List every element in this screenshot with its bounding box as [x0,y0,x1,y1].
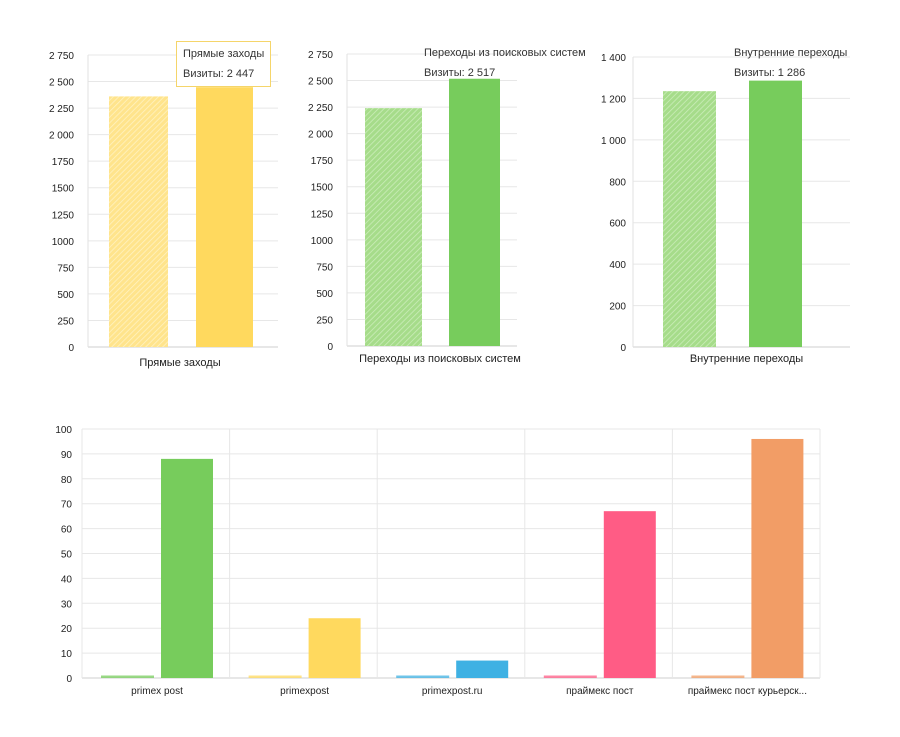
chart-4: 0 10 20 30 40 50 60 70 80 90 100 primex post primexp… [55,425,821,697]
y-tick-label: 750 [57,263,74,274]
tooltip-internal: Внутренние переходы Визиты: 1 286 [728,41,853,85]
bar-previous [543,675,597,678]
y-tick-label: 30 [61,599,73,610]
y-tick-label: 2 250 [49,104,74,115]
bar [751,438,804,678]
tooltip-internal-text: Визиты: 1 286 [734,67,806,79]
y-tick-label: 500 [57,290,74,301]
bar [449,78,500,347]
tooltip-direct-text: Визиты: 2 447 [183,68,255,80]
y-tick-label: 2 250 [308,103,333,114]
x-tick-label: праймекс пост курьерск... [688,686,807,697]
bar-previous [248,675,302,678]
tooltip-search: Переходы из поисковых систем Визиты: 2 5… [418,41,592,85]
chart-1: 0 250 500 750 1000 1250 1500 1750 2 000 2 250 2 50… [49,51,278,369]
x-axis-label: Внутренние переходы [690,353,803,365]
bar-previous [101,675,154,678]
bar [749,80,802,347]
x-axis-label: Переходы из поисковых систем [359,353,521,365]
x-tick-label: primexpost [280,686,329,697]
bar [196,87,253,347]
y-tick-label: 800 [609,177,626,188]
y-tick-label: 1750 [52,157,75,168]
y-tick-label: 0 [620,343,626,354]
y-tick-label: 70 [61,500,73,511]
chart-3: 0 200 400 600 800 1 000 1 200 1 400 Внутренние п… [601,53,850,365]
y-tick-label: 0 [68,343,74,354]
y-tick-label: 400 [609,260,626,271]
y-tick-label: 2 750 [49,51,74,62]
y-tick-label: 40 [61,574,73,585]
tooltip-direct-title: Прямые заходы [183,48,265,60]
y-tick-label: 80 [61,475,73,486]
y-tick-label: 2 500 [308,77,333,88]
x-tick-label: праймекс пост [566,686,634,697]
bar [308,618,361,678]
bar [603,511,656,678]
y-tick-label: 2 500 [49,78,74,89]
y-tick-label: 250 [316,315,333,326]
y-tick-label: 2 000 [49,131,74,142]
y-tick-label: 500 [316,289,333,300]
bar [161,458,213,678]
x-tick-label: primexpost.ru [422,686,483,697]
y-tick-label: 60 [61,525,73,536]
y-tick-label: 50 [61,550,73,561]
tooltip-search-text: Визиты: 2 517 [424,67,496,79]
y-tick-label: 2 750 [308,50,333,61]
y-tick-label: 0 [327,342,333,353]
bar-previous [396,675,450,678]
y-tick-label: 1000 [52,237,75,248]
y-tick-label: 750 [316,262,333,273]
y-tick-label: 200 [609,302,626,313]
x-axis-label: Прямые заходы [139,357,220,369]
bar [663,91,716,347]
tooltip-internal-title: Внутренние переходы [734,47,848,59]
y-tick-label: 20 [61,624,73,635]
tooltip-direct: Прямые заходы Визиты: 2 447 [176,41,272,87]
y-tick-label: 1250 [311,209,334,220]
x-tick-label: primex post [131,686,183,697]
y-tick-label: 100 [55,425,72,436]
bar [365,108,422,346]
bar-previous [691,675,745,678]
y-tick-label: 1 000 [601,136,626,147]
y-tick-label: 1000 [311,236,334,247]
y-tick-label: 1 200 [601,94,626,105]
y-tick-label: 600 [609,219,626,230]
chart-2: 0 250 500 750 1000 1250 1500 1750 2 000 2 250 2 50… [308,50,521,365]
bar [109,96,168,347]
y-tick-label: 0 [66,674,72,685]
y-tick-label: 1500 [311,183,334,194]
y-tick-label: 1250 [52,210,75,221]
y-tick-label: 1750 [311,156,334,167]
tooltip-search-title: Переходы из поисковых систем [424,47,586,59]
bar [456,660,509,678]
y-tick-label: 90 [61,450,73,461]
y-tick-label: 10 [61,649,73,660]
y-tick-label: 1500 [52,184,75,195]
y-tick-label: 1 400 [601,53,626,64]
y-tick-label: 2 000 [308,130,333,141]
y-tick-label: 250 [57,316,74,327]
